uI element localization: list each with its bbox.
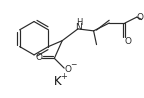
Text: O: O	[124, 37, 131, 46]
Text: K: K	[54, 75, 61, 88]
Text: O: O	[65, 65, 72, 74]
Text: H: H	[76, 18, 82, 27]
Text: O: O	[35, 53, 42, 62]
Text: +: +	[60, 72, 67, 81]
Text: O: O	[136, 13, 143, 22]
Text: N: N	[75, 23, 82, 32]
Text: −: −	[70, 60, 76, 69]
